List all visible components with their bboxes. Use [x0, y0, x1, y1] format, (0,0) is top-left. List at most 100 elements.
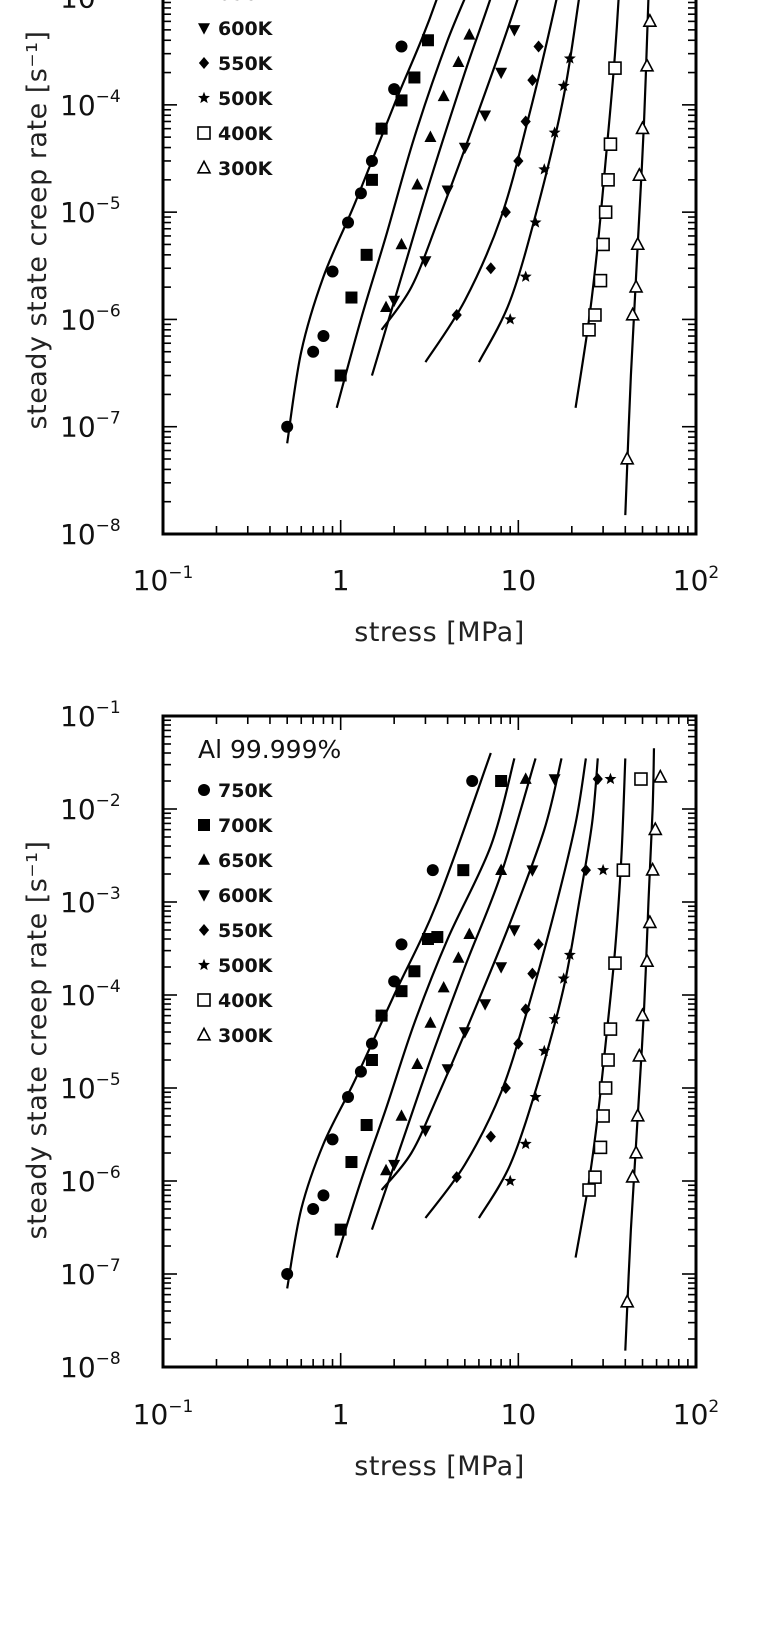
- series-600K: [388, 25, 521, 308]
- data-point: [548, 126, 561, 138]
- data-point: [281, 1268, 294, 1280]
- data-point: [388, 975, 401, 988]
- data-point: [479, 110, 492, 122]
- fit-curve-550K: [424, 0, 558, 363]
- x-tick-label: 10: [501, 564, 537, 597]
- data-point: [317, 1189, 330, 1202]
- fit-curve-750K: [286, 0, 438, 444]
- data-point: [504, 313, 517, 325]
- data-point: [342, 1091, 355, 1104]
- data-point: [408, 71, 421, 84]
- legend-marker: [198, 784, 210, 796]
- fit-curve-500K: [477, 758, 599, 1219]
- data-point: [495, 67, 508, 80]
- legend-label: 300K: [218, 158, 274, 180]
- y-tick-label: 10−2: [60, 791, 121, 826]
- data-point: [395, 985, 408, 998]
- data-point: [601, 173, 615, 187]
- x-tick-label: 1: [332, 1398, 350, 1431]
- data-point: [508, 25, 521, 37]
- data-point: [588, 308, 602, 322]
- data-point: [628, 278, 644, 293]
- data-point: [580, 864, 591, 877]
- data-point: [608, 956, 622, 970]
- data-point: [520, 1003, 531, 1016]
- legend-label: 300K: [218, 1025, 274, 1047]
- data-point: [601, 1053, 615, 1067]
- legend-label: 500K: [218, 88, 274, 110]
- data-point: [520, 115, 531, 128]
- x-axis-label: stress [MPa]: [354, 1451, 524, 1482]
- legend-label: 550K: [218, 920, 274, 942]
- plot-area: [286, 0, 658, 516]
- data-point: [557, 79, 570, 92]
- series-550K: [451, 40, 544, 321]
- data-point: [419, 256, 432, 268]
- legend-marker: [196, 159, 212, 174]
- legend: 750K 700K 650K 600K 550K 500K 400K 300K: [196, 780, 274, 1047]
- data-point: [630, 1107, 646, 1122]
- data-point: [593, 273, 608, 288]
- data-point: [395, 1109, 408, 1121]
- data-point: [533, 938, 544, 951]
- data-point: [388, 295, 401, 308]
- data-point: [635, 1007, 650, 1022]
- data-point: [529, 216, 542, 228]
- data-point: [513, 1037, 524, 1050]
- data-point: [458, 142, 471, 155]
- data-point: [495, 962, 508, 974]
- series-650K: [380, 28, 476, 313]
- data-point: [527, 967, 538, 980]
- series-400K: [582, 772, 648, 1197]
- legend-marker: [198, 57, 210, 69]
- data-point: [463, 28, 476, 40]
- legend-label: 650K: [218, 850, 274, 872]
- series-300K: [619, 13, 658, 465]
- data-point: [529, 1090, 542, 1103]
- legend-marker: [197, 993, 211, 1007]
- legend-marker: [198, 91, 210, 104]
- data-point: [334, 369, 347, 382]
- data-point: [395, 94, 408, 107]
- legend-label: 500K: [218, 955, 274, 977]
- x-tick-label: 102: [673, 1397, 719, 1431]
- data-point: [458, 1027, 471, 1039]
- series-650K: [380, 772, 532, 1176]
- data-point: [519, 772, 532, 784]
- data-point: [395, 40, 408, 53]
- data-point: [466, 775, 479, 788]
- data-point: [307, 1202, 320, 1215]
- fit-curve-550K: [424, 758, 587, 1219]
- data-point: [642, 13, 658, 27]
- data-point: [411, 1057, 424, 1070]
- data-point: [437, 981, 450, 993]
- data-point: [457, 864, 470, 877]
- data-point: [360, 248, 373, 261]
- data-point: [630, 236, 646, 251]
- legend-label: 750K: [218, 780, 274, 802]
- plot-frame: [161, 0, 698, 536]
- legend-marker: [198, 890, 210, 902]
- y-tick-label: 10−8: [60, 516, 121, 551]
- data-point: [642, 914, 658, 929]
- data-point: [533, 40, 544, 53]
- data-point: [365, 1037, 378, 1050]
- data-point: [538, 163, 551, 175]
- legend-label: 400K: [218, 123, 274, 145]
- data-point: [628, 1144, 644, 1159]
- y-tick-label: 10−4: [60, 87, 121, 122]
- fit-curve-700K: [335, 758, 516, 1258]
- data-point: [485, 262, 496, 275]
- legend-marker: [198, 853, 210, 865]
- y-tick-label: 10−6: [60, 301, 121, 336]
- y-tick-label: 10−4: [60, 977, 121, 1012]
- data-point: [479, 999, 492, 1011]
- data-point: [395, 938, 408, 951]
- data-point: [645, 861, 660, 876]
- data-point: [495, 863, 508, 875]
- y-tick-label: 10−6: [60, 1163, 121, 1198]
- series-700K: [334, 34, 434, 382]
